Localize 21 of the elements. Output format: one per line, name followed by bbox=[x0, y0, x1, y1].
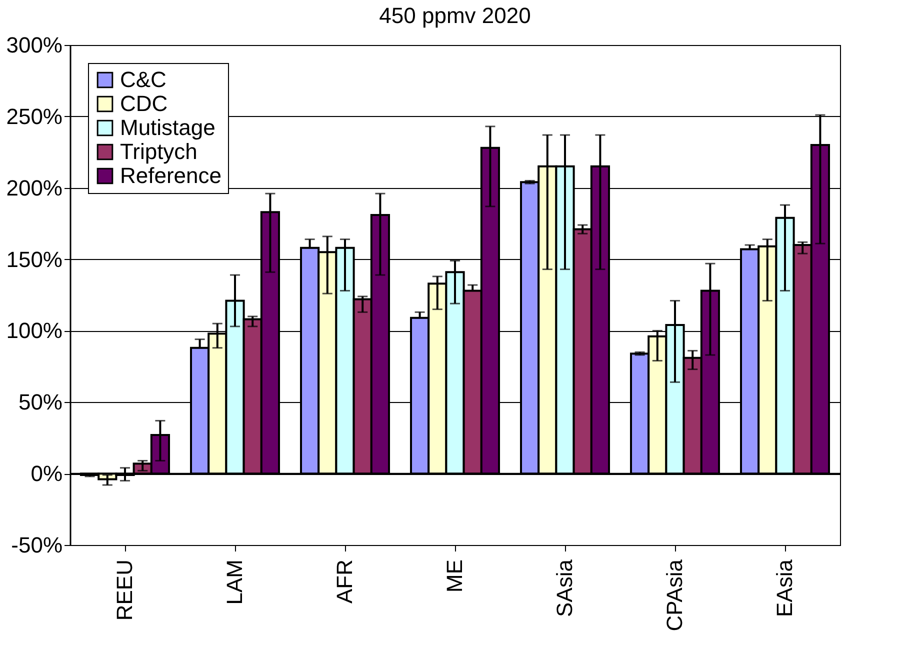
y-tick-label: 50% bbox=[18, 390, 62, 415]
chart-title: 450 ppmv 2020 bbox=[379, 3, 531, 28]
y-tick-label: 150% bbox=[6, 246, 62, 272]
legend-label: Mutistage bbox=[120, 115, 216, 140]
legend-label: CDC bbox=[120, 91, 168, 116]
y-tick-label: -50% bbox=[11, 532, 62, 558]
x-tick-label: AFR bbox=[332, 560, 357, 604]
y-tick-label: 0% bbox=[30, 461, 62, 486]
y-tick-label: 100% bbox=[6, 318, 62, 344]
y-tick-label: 300% bbox=[6, 32, 62, 58]
legend-label: Reference bbox=[120, 163, 222, 188]
y-tick-label: 250% bbox=[6, 104, 62, 129]
x-tick-label: EAsia bbox=[772, 558, 797, 617]
y-tick-label: 200% bbox=[6, 175, 62, 200]
x-tick-label: CPAsia bbox=[662, 558, 687, 632]
x-tick-label: ME bbox=[442, 560, 467, 592]
x-tick-label: REEU bbox=[112, 560, 137, 621]
x-tick-label: LAM bbox=[222, 560, 247, 605]
legend-label: C&C bbox=[120, 67, 167, 92]
x-tick-label: SAsia bbox=[552, 558, 577, 617]
legend-label: Triptych bbox=[120, 139, 198, 164]
